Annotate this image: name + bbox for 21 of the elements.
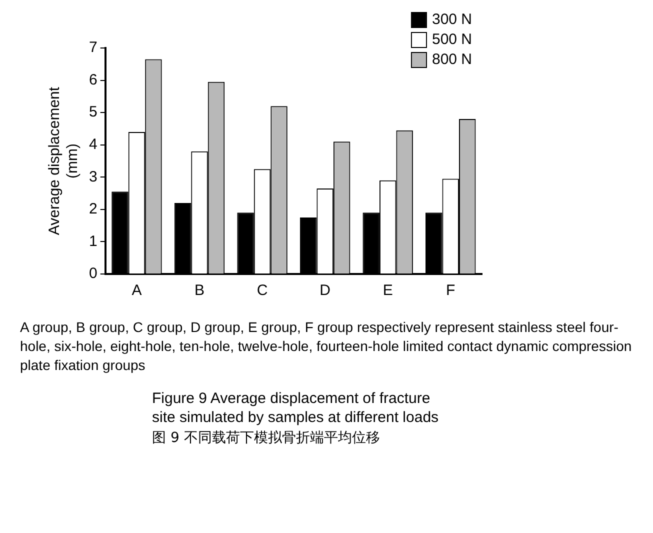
x-tick-label: E	[382, 282, 393, 300]
caption: 图 9 不同载荷下模拟骨折端平均位移	[152, 429, 381, 448]
x-tick-label: C	[256, 282, 268, 300]
y-tick-label: 0	[89, 265, 98, 282]
y-tick-label: 1	[89, 232, 98, 250]
x-tick-label: B	[194, 282, 205, 300]
legend-label: 500 N	[432, 31, 472, 48]
y-tick-label: 5	[89, 104, 98, 121]
y-axis-title: Average displacement (mm)	[46, 86, 82, 236]
x-tick-label: F	[446, 282, 456, 300]
y-tick-label: 2	[89, 200, 98, 218]
x-tick-label: D	[320, 282, 331, 300]
y-tick-label: 3	[89, 168, 98, 186]
x-tick-label: A	[132, 282, 142, 300]
text: A group, B group, C group, D group, E group, F group respectively represent stainless steel four-hole, six-hole, eight-hole, ten-hole, twelve-hole, fourteen-hole limited contact dynamic compression plate fixation groups	[20, 318, 633, 375]
legend-label: 800 N	[432, 51, 472, 68]
y-tick-label: 7	[89, 39, 98, 56]
legend-label: 300 N	[432, 11, 472, 28]
y-tick-label: 6	[89, 71, 98, 88]
caption: Figure 9 Average displacement of fracture site simulated by samples at different loads	[152, 389, 440, 427]
y-tick-label: 4	[89, 136, 98, 153]
